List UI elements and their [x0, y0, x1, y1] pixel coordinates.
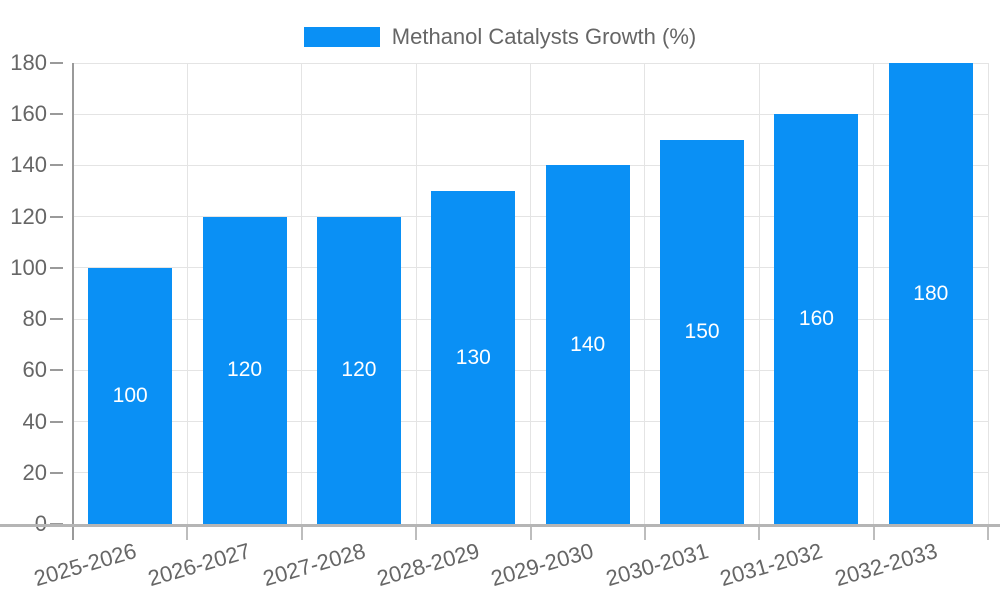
y-tick-label: 120	[10, 203, 47, 229]
gridline-vertical	[987, 63, 989, 524]
bar[interactable]	[774, 114, 859, 524]
bar-value-label: 150	[684, 319, 720, 343]
x-axis-tick	[300, 524, 303, 540]
gridline-vertical	[873, 63, 875, 524]
x-tick-label: 2026-2027	[145, 538, 254, 592]
legend-swatch[interactable]	[303, 27, 380, 47]
y-tick-label: 60	[22, 357, 47, 383]
bar-value-label: 100	[112, 383, 148, 407]
legend: Methanol Catalysts Growth (%)	[0, 24, 1000, 50]
bar[interactable]	[316, 216, 401, 524]
bar[interactable]	[660, 139, 745, 524]
y-axis-tick	[50, 420, 63, 423]
y-axis-line	[72, 63, 74, 540]
y-tick-label: 100	[10, 254, 47, 280]
x-tick-label: 2030-2031	[602, 538, 711, 592]
bar-value-label: 130	[455, 345, 491, 369]
gridline-vertical	[301, 63, 303, 524]
y-axis-tick	[50, 369, 63, 372]
y-tick-label: 40	[22, 408, 47, 434]
y-axis-tick	[50, 318, 63, 321]
x-axis-tick	[987, 524, 989, 540]
x-tick-label: 2027-2028	[259, 538, 368, 592]
x-axis-tick	[758, 524, 761, 540]
y-axis-tick	[50, 215, 63, 218]
x-axis-tick	[529, 524, 532, 540]
x-axis-tick	[415, 524, 418, 540]
y-tick-label: 80	[22, 306, 47, 332]
y-tick-label: 160	[10, 101, 47, 127]
bar[interactable]	[888, 63, 973, 524]
x-axis-line	[0, 524, 1000, 527]
legend-label: Methanol Catalysts Growth (%)	[391, 24, 697, 49]
bar[interactable]	[545, 165, 630, 524]
y-tick-label: 0	[0, 511, 47, 537]
gridline-vertical	[758, 63, 760, 524]
x-tick-label: 2029-2030	[488, 538, 597, 592]
bar-value-label: 140	[570, 332, 606, 356]
gridline-vertical	[644, 63, 646, 524]
bar[interactable]	[202, 216, 287, 524]
bar-value-label: 120	[227, 358, 263, 382]
y-axis-tick	[50, 62, 63, 64]
x-tick-label: 2032-2033	[831, 538, 940, 592]
x-tick-label: 2025-2026	[31, 538, 140, 592]
bar-value-label: 120	[341, 358, 377, 382]
bar-value-label: 180	[913, 281, 949, 305]
x-tick-label: 2028-2029	[374, 538, 483, 592]
y-tick-label: 20	[22, 459, 47, 485]
bar[interactable]	[88, 267, 173, 524]
gridline-vertical	[186, 63, 188, 524]
x-axis-tick	[643, 524, 646, 540]
y-tick-label: 140	[10, 152, 47, 178]
x-tick-label: 2031-2032	[717, 538, 826, 592]
bar[interactable]	[431, 191, 516, 524]
bar-value-label: 160	[798, 307, 834, 331]
x-axis-tick	[872, 524, 875, 540]
y-axis-tick	[50, 164, 63, 167]
gridline-vertical	[530, 63, 531, 524]
x-axis-tick	[186, 524, 189, 540]
y-tick-label: 180	[10, 50, 47, 75]
gridline-vertical	[415, 63, 417, 524]
y-axis-tick	[50, 266, 63, 269]
y-axis-tick	[50, 471, 63, 474]
y-axis-tick	[50, 113, 63, 116]
